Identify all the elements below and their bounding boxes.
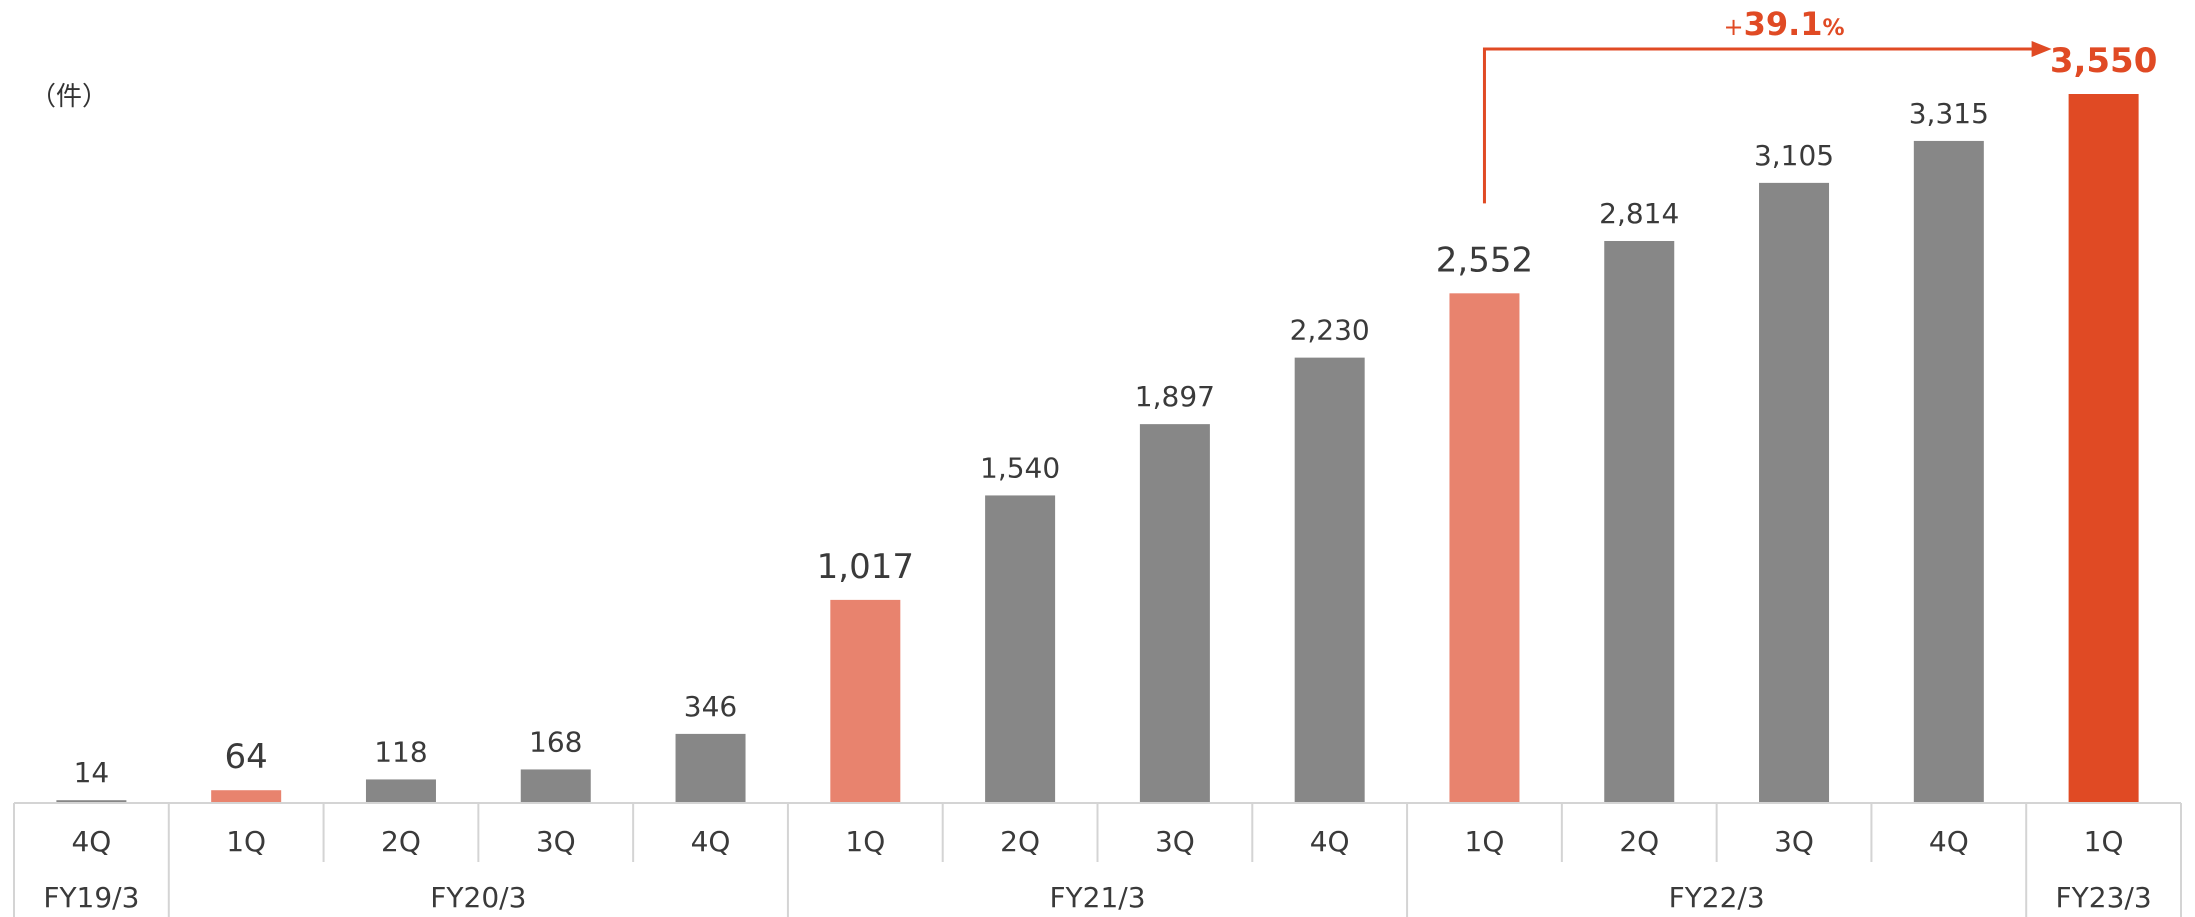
bar-9 <box>1294 357 1365 803</box>
bar-14 <box>2068 94 2139 803</box>
value-label-13: 3,315 <box>1909 97 1989 130</box>
value-label-1: 14 <box>74 756 110 789</box>
value-label-14: 3,550 <box>2050 41 2158 81</box>
bar-4 <box>520 769 591 803</box>
group-label-3: FY21/3 <box>1049 881 1145 914</box>
growth-arrow-line <box>1482 47 2034 204</box>
value-label-8: 1,897 <box>1135 380 1215 413</box>
bar-2 <box>211 790 282 803</box>
tick-label-5: 4Q <box>691 825 731 858</box>
bar-5 <box>675 733 746 803</box>
tick-label-12: 3Q <box>1774 825 1814 858</box>
value-label-12: 3,105 <box>1754 139 1834 172</box>
value-label-4: 168 <box>529 725 582 758</box>
tick-label-10: 1Q <box>1465 825 1505 858</box>
bar-13 <box>1913 140 1984 803</box>
tick-label-3: 2Q <box>381 825 421 858</box>
value-label-9: 2,230 <box>1290 314 1370 347</box>
tick-label-13: 4Q <box>1929 825 1969 858</box>
group-label-1: FY19/3 <box>43 881 139 914</box>
bar-3 <box>365 779 436 803</box>
unit-label: （件） <box>30 82 109 112</box>
value-label-6: 1,017 <box>817 547 914 587</box>
tick-label-4: 3Q <box>536 825 576 858</box>
bar-10 <box>1449 293 1520 803</box>
group-label-2: FY20/3 <box>430 881 526 914</box>
growth-label: +39.1% <box>1723 5 1844 43</box>
value-label-10: 2,552 <box>1436 240 1533 280</box>
group-label-5: FY23/3 <box>2056 881 2152 914</box>
tick-label-1: 4Q <box>71 825 111 858</box>
bar-11 <box>1604 240 1675 803</box>
bar-7 <box>985 495 1056 803</box>
value-label-2: 64 <box>225 737 268 777</box>
value-label-3: 118 <box>374 735 427 768</box>
bar-6 <box>830 599 901 803</box>
value-label-7: 1,540 <box>980 451 1060 484</box>
tick-label-9: 4Q <box>1310 825 1350 858</box>
tick-label-7: 2Q <box>1000 825 1040 858</box>
value-label-11: 2,814 <box>1599 197 1679 230</box>
tick-label-14: 1Q <box>2084 825 2124 858</box>
bar-1 <box>56 800 127 803</box>
group-label-4: FY22/3 <box>1669 881 1765 914</box>
tick-label-8: 3Q <box>1155 825 1195 858</box>
tick-label-6: 1Q <box>845 825 885 858</box>
bar-12 <box>1759 182 1830 804</box>
value-label-5: 346 <box>684 690 737 723</box>
tick-label-11: 2Q <box>1619 825 1659 858</box>
growth-arrow-head <box>2031 41 2052 57</box>
tick-label-2: 1Q <box>226 825 266 858</box>
bar-8 <box>1139 424 1210 803</box>
